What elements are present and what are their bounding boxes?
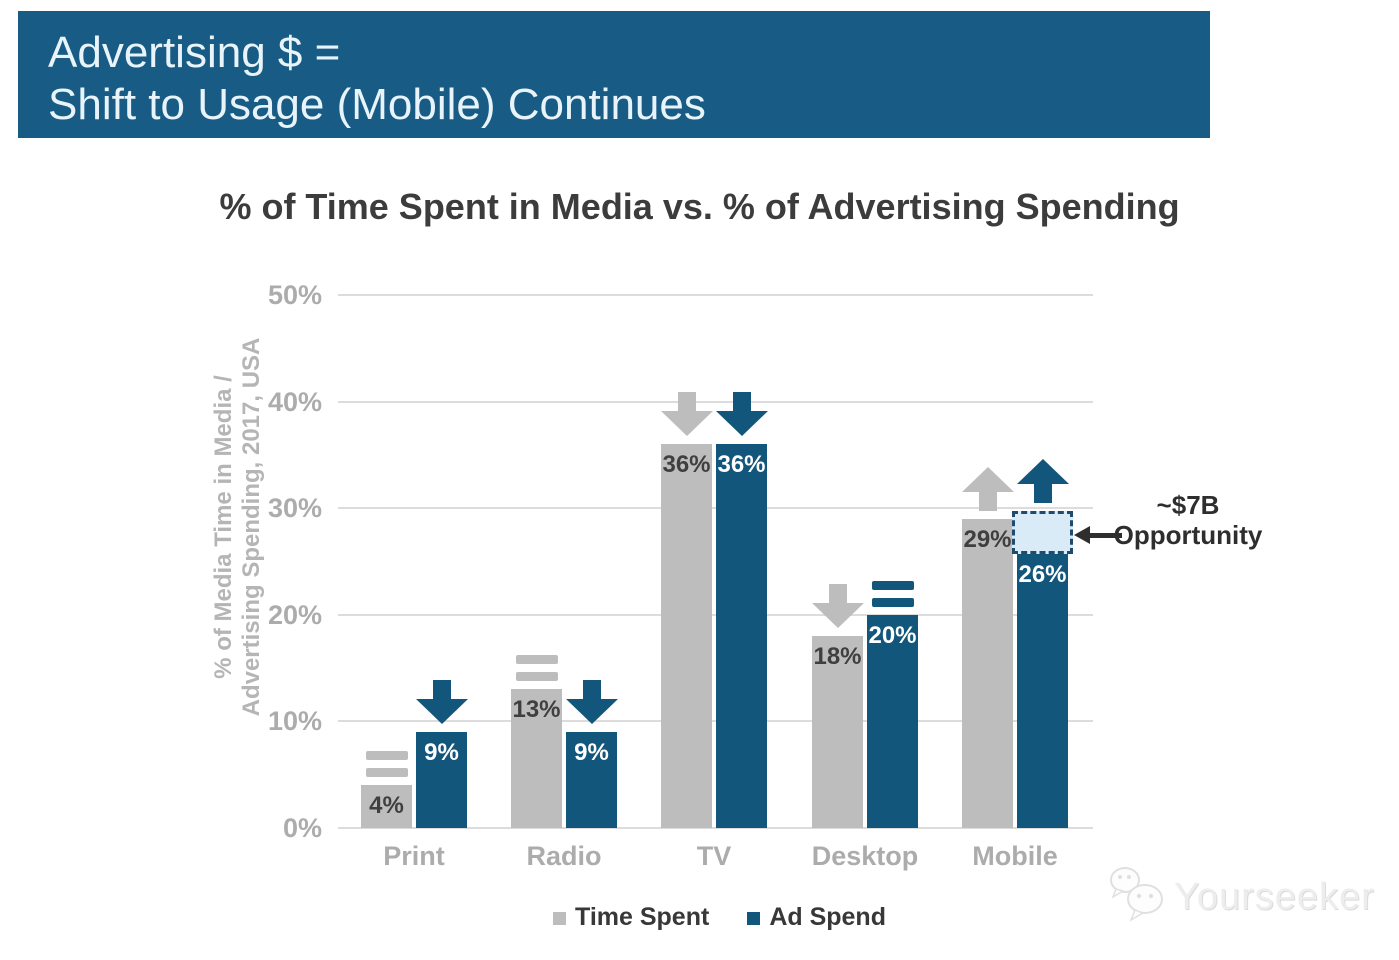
bar-time-spent-desktop <box>812 636 863 828</box>
bar-ad-spend-radio <box>566 732 617 828</box>
trend-down-icon <box>565 680 618 725</box>
legend: Time Spent Ad Spend <box>20 903 1399 932</box>
legend-label-ad-spend: Ad Spend <box>769 903 886 931</box>
bar-value-label-time-spent-radio: 13% <box>512 696 561 724</box>
trend-up-icon <box>961 466 1014 511</box>
bar-ad-spend-tv <box>716 444 767 828</box>
trend-down-icon <box>415 680 468 725</box>
bar-ad-spend-print <box>416 732 467 828</box>
bar-time-spent-print <box>361 785 412 828</box>
chat-bubbles-icon <box>1108 864 1170 931</box>
trend-flat-icon <box>365 751 408 778</box>
trend-down-icon <box>715 392 768 437</box>
bar-value-label-time-spent-print: 4% <box>369 792 404 820</box>
y-axis-label: % of Media Time in Media / Advertising S… <box>210 307 266 747</box>
legend-swatch-ad-spend <box>747 912 761 925</box>
bar-value-label-ad-spend-radio: 9% <box>574 739 609 767</box>
bar-value-label-time-spent-tv: 36% <box>662 451 711 479</box>
y-axis-tick-label: 0% <box>282 813 322 843</box>
bar-ad-spend-desktop <box>867 614 918 828</box>
bar-time-spent-mobile <box>962 518 1013 828</box>
bar-value-label-time-spent-desktop: 18% <box>813 643 862 671</box>
legend-item-time-spent: Time Spent <box>553 903 709 932</box>
watermark-text: Yourseeker <box>1174 876 1375 918</box>
watermark: Yourseeker <box>1108 864 1375 931</box>
header-banner: Advertising $ = Shift to Usage (Mobile) … <box>18 11 1210 138</box>
bar-time-spent-tv <box>661 444 712 828</box>
y-axis-tick-label: 50% <box>267 280 322 310</box>
legend-item-ad-spend: Ad Spend <box>747 903 886 932</box>
annotation-arrow-icon <box>1074 526 1090 544</box>
gridline-10% <box>338 720 1093 723</box>
opportunity-box <box>1012 511 1073 554</box>
gridline-0% <box>338 827 1093 829</box>
x-axis-label-tv: TV <box>696 841 732 871</box>
annotation-arrow-line <box>1090 533 1122 538</box>
x-axis-label-print: Print <box>383 841 445 871</box>
gridline-40% <box>338 400 1093 403</box>
trend-down-icon <box>660 392 713 437</box>
bar-ad-spend-mobile <box>1017 550 1068 828</box>
annotation-line1: ~$7B <box>1156 490 1220 520</box>
trend-up-icon <box>1016 459 1069 504</box>
trend-flat-icon <box>515 655 558 682</box>
bar-value-label-ad-spend-tv: 36% <box>717 451 766 479</box>
annotation-text: ~$7B Opportunity <box>1113 490 1263 550</box>
legend-swatch-time-spent <box>553 912 567 925</box>
y-axis-tick-label: 10% <box>267 706 322 737</box>
trend-down-icon <box>811 584 864 629</box>
gridline-30% <box>338 507 1093 510</box>
y-axis-tick-label: 20% <box>267 599 322 630</box>
bar-value-label-time-spent-mobile: 29% <box>963 525 1012 553</box>
x-axis-label-mobile: Mobile <box>972 841 1058 871</box>
bar-value-label-ad-spend-desktop: 20% <box>868 621 917 649</box>
header-title-line2: Shift to Usage (Mobile) Continues <box>48 80 706 129</box>
header-title-line1: Advertising $ = <box>48 28 341 77</box>
bar-value-label-ad-spend-mobile: 26% <box>1018 560 1067 588</box>
y-axis-tick-label: 40% <box>267 386 322 417</box>
trend-flat-icon <box>871 580 914 607</box>
x-axis-label-radio: Radio <box>526 841 602 871</box>
legend-label-time-spent: Time Spent <box>575 903 710 931</box>
x-axis-label-desktop: Desktop <box>811 841 919 871</box>
y-axis-tick-label: 30% <box>267 493 322 524</box>
bar-value-label-ad-spend-print: 9% <box>424 739 459 767</box>
chart-title: % of Time Spent in Media vs. % of Advert… <box>219 186 1180 227</box>
gridline-50% <box>338 294 1093 296</box>
y-axis-label-line2: Advertising Spending, 2017, USA <box>238 337 265 717</box>
bar-time-spent-radio <box>511 689 562 828</box>
annotation-line2: Opportunity <box>1113 520 1263 550</box>
y-axis-label-line1: % of Media Time in Media / <box>210 375 237 679</box>
gridline-20% <box>338 613 1093 616</box>
